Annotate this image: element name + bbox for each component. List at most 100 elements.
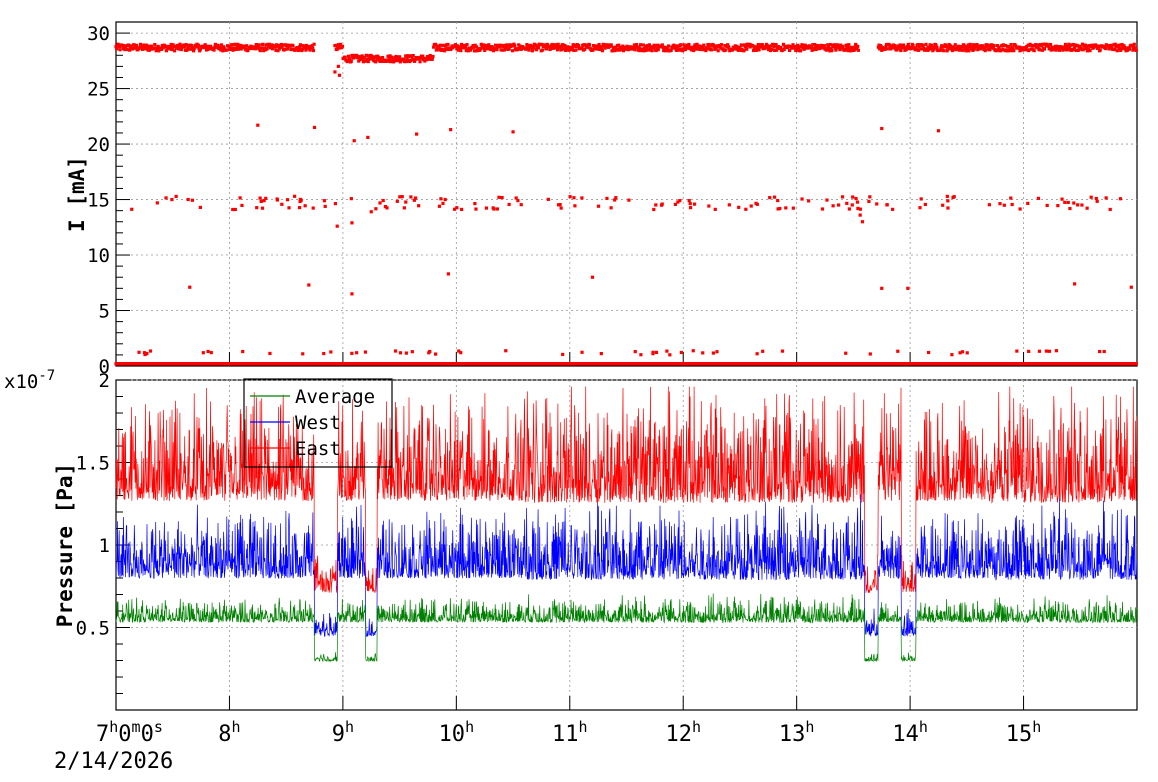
current-point <box>191 49 196 53</box>
pressure-tick-label: 2 <box>99 370 110 392</box>
current-point <box>899 48 903 53</box>
current-point <box>822 44 826 48</box>
current-point <box>701 351 705 355</box>
current-point <box>323 204 327 208</box>
time-start-part: m <box>132 718 141 736</box>
current-point <box>1104 196 1108 200</box>
current-point <box>880 286 884 290</box>
current-point <box>916 48 921 52</box>
current-point <box>1057 48 1062 52</box>
current-point <box>1108 207 1112 212</box>
current-point <box>1104 46 1108 51</box>
current-point <box>363 59 368 63</box>
current-point <box>307 283 311 287</box>
current-point <box>600 49 605 53</box>
current-point <box>284 43 288 48</box>
current-point <box>484 206 489 210</box>
current-point <box>914 46 918 50</box>
current-point <box>840 195 845 199</box>
current-point <box>142 351 147 355</box>
current-point <box>483 44 487 48</box>
current-point <box>262 49 266 53</box>
current-point <box>1129 285 1133 289</box>
current-point <box>514 196 518 200</box>
current-point <box>860 220 865 224</box>
pressure-tick-label: 1.5 <box>76 453 110 475</box>
current-point <box>1078 44 1082 48</box>
current-point <box>298 199 302 204</box>
current-point <box>360 54 364 58</box>
current-point <box>715 350 719 354</box>
current-point <box>927 350 931 355</box>
current-point <box>132 43 136 47</box>
current-point <box>1067 42 1071 46</box>
current-point <box>291 44 295 48</box>
current-point <box>421 54 425 58</box>
current-point <box>311 48 315 53</box>
current-point <box>157 49 161 53</box>
current-point <box>568 195 572 199</box>
current-point <box>134 43 139 47</box>
current-point <box>1048 42 1053 47</box>
current-point <box>1063 200 1067 204</box>
current-point <box>639 353 643 357</box>
current-point <box>231 48 235 52</box>
current-point <box>958 48 962 52</box>
current-point <box>841 44 845 49</box>
current-point <box>1127 47 1132 51</box>
current-point <box>741 43 745 47</box>
pressure-axis-title: Pressure [Pa] <box>53 463 77 627</box>
current-point <box>115 47 119 51</box>
current-point <box>511 49 515 53</box>
current-point <box>1040 48 1044 52</box>
current-point <box>742 48 746 53</box>
current-point <box>497 195 501 199</box>
current-point <box>230 43 234 47</box>
current-point <box>527 48 531 52</box>
current-point <box>828 49 832 53</box>
current-point <box>259 199 263 204</box>
current-point <box>837 44 841 48</box>
current-point <box>961 48 965 52</box>
current-point <box>427 351 431 355</box>
current-point <box>370 55 374 59</box>
current-point <box>614 196 618 200</box>
current-point <box>780 349 785 353</box>
current-point <box>641 43 645 47</box>
current-point <box>1008 46 1012 51</box>
current-point <box>778 206 782 211</box>
current-point <box>681 49 685 53</box>
legend-label-average: Average <box>295 386 375 408</box>
current-point <box>788 48 792 53</box>
current-point <box>972 47 976 51</box>
current-point <box>952 195 956 199</box>
current-point <box>580 46 584 50</box>
current-point <box>404 59 409 64</box>
current-point <box>1073 282 1077 286</box>
current-point <box>1007 44 1011 49</box>
current-point <box>694 47 698 51</box>
current-point <box>944 45 949 49</box>
current-point <box>965 351 969 355</box>
current-point <box>945 194 949 198</box>
current-point <box>960 44 964 49</box>
current-point <box>587 43 592 47</box>
current-point <box>605 196 609 201</box>
current-point <box>669 48 673 52</box>
current-point <box>580 350 584 354</box>
current-point <box>583 47 587 51</box>
current-point <box>755 45 759 49</box>
current-point <box>137 350 141 354</box>
current-point <box>285 198 290 202</box>
current-point <box>596 204 601 208</box>
current-point <box>253 45 257 49</box>
current-point <box>171 43 175 47</box>
current-point <box>455 206 459 210</box>
current-point <box>534 48 539 52</box>
current-point <box>620 46 624 50</box>
current-point <box>845 46 849 50</box>
current-point <box>1072 201 1076 205</box>
current-point <box>172 49 177 53</box>
current-point <box>596 45 600 49</box>
current-point <box>495 48 499 52</box>
